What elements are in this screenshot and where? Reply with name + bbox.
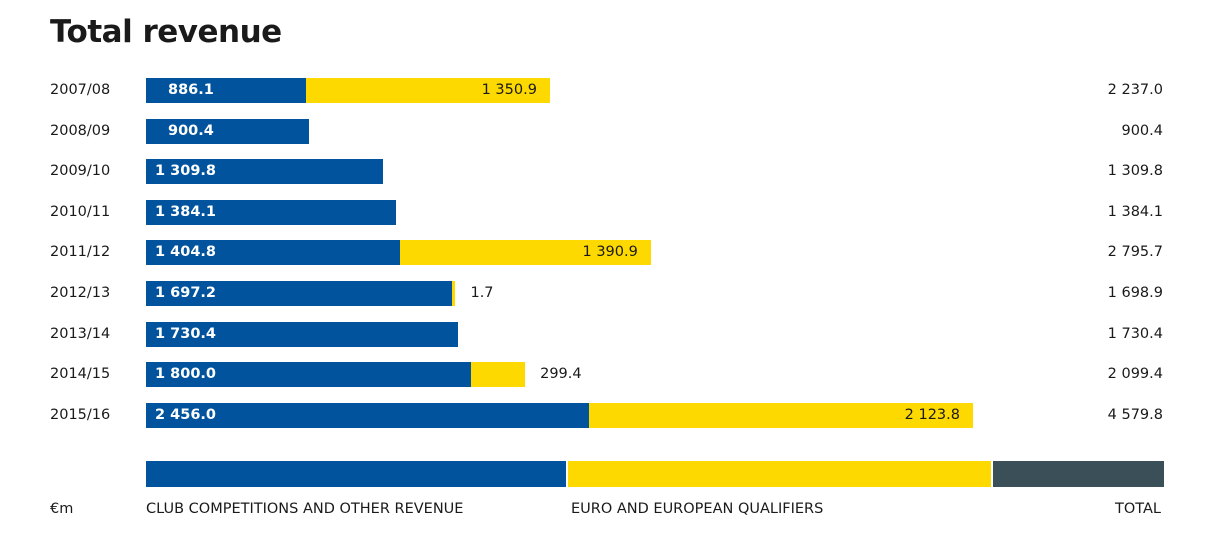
data-label-club: 1 404.8 [155, 244, 217, 261]
data-label-club: 1 730.4 [155, 325, 217, 342]
data-label-euro: 1 390.9 [582, 244, 638, 261]
total-label: 1 309.8 [1107, 163, 1163, 180]
bar-club [146, 118, 309, 144]
legend-label-club: CLUB COMPETITIONS AND OTHER REVENUE [146, 501, 464, 517]
bar-row: 2014/15 1 800.0 299.4 2 099.4 [0, 362, 1207, 388]
bar-club [146, 78, 306, 103]
total-label: 2 099.4 [1107, 366, 1163, 383]
bar-club [146, 240, 400, 266]
category-label: 2007/08 [50, 82, 111, 98]
total-label: 4 579.8 [1107, 406, 1163, 423]
data-label-club: 1 384.1 [155, 203, 217, 220]
data-label-club: 886.1 [168, 82, 214, 98]
legend-label-total: TOTAL [1115, 501, 1161, 517]
data-label-euro: 1 350.9 [481, 82, 537, 98]
data-label-club: 1 800.0 [155, 366, 217, 383]
bar-club [146, 159, 383, 185]
total-label: 900.4 [1121, 122, 1163, 139]
bar-row: 2007/08 886.1 1 350.9 2 237.0 [0, 78, 1207, 104]
legend-swatch-euro [568, 461, 991, 487]
total-label: 1 384.1 [1107, 203, 1163, 220]
bar-euro [471, 362, 526, 388]
total-label: 1 730.4 [1107, 325, 1163, 342]
bar-row: 2012/13 1 697.2 1.7 1 698.9 [0, 281, 1207, 307]
chart-title: Total revenue [50, 14, 282, 50]
bar-row: 2009/10 1 309.8 1 309.8 [0, 159, 1207, 185]
category-label: 2014/15 [50, 366, 111, 383]
category-label: 2011/12 [50, 244, 111, 261]
data-label-euro: 1.7 [470, 285, 494, 301]
total-label: 2 237.0 [1107, 82, 1163, 98]
bar-club [146, 321, 459, 347]
bar-euro [306, 78, 550, 103]
bar-row: 2010/11 1 384.1 1 384.1 [0, 199, 1207, 226]
category-label: 2008/09 [50, 122, 111, 139]
bar-club [146, 362, 472, 388]
total-label: 1 698.9 [1107, 285, 1163, 301]
data-label-club: 1 309.8 [155, 163, 217, 180]
total-label: 2 795.7 [1107, 244, 1163, 261]
legend-swatch-club [146, 461, 566, 487]
bar-euro [399, 240, 651, 266]
category-label: 2010/11 [50, 203, 111, 220]
category-label: 2012/13 [50, 285, 111, 301]
bar-row: 2008/09 900.4 900.4 [0, 118, 1207, 145]
bar-row: 2015/16 2 456.0 2 123.8 4 579.8 [0, 402, 1207, 429]
data-label-club: 2 456.0 [155, 406, 217, 423]
data-label-club: 1 697.2 [155, 285, 217, 301]
legend-swatch-total [993, 461, 1164, 487]
bar-row: 2011/12 1 404.8 1 390.9 2 795.7 [0, 240, 1207, 266]
category-label: 2015/16 [50, 406, 111, 423]
unit-label: €m [50, 501, 74, 517]
bar-row: 2013/14 1 730.4 1 730.4 [0, 321, 1207, 348]
category-label: 2009/10 [50, 163, 111, 180]
bar-euro [589, 402, 973, 428]
bar-euro [452, 281, 456, 306]
category-label: 2013/14 [50, 325, 111, 342]
data-label-euro: 2 123.8 [904, 406, 960, 423]
bar-club [146, 199, 396, 225]
data-label-club: 900.4 [168, 122, 214, 139]
legend-label-euro: EURO AND EUROPEAN QUALIFIERS [571, 501, 824, 517]
data-label-euro: 299.4 [540, 366, 582, 383]
bar-club [146, 402, 590, 428]
bar-club [146, 281, 453, 306]
